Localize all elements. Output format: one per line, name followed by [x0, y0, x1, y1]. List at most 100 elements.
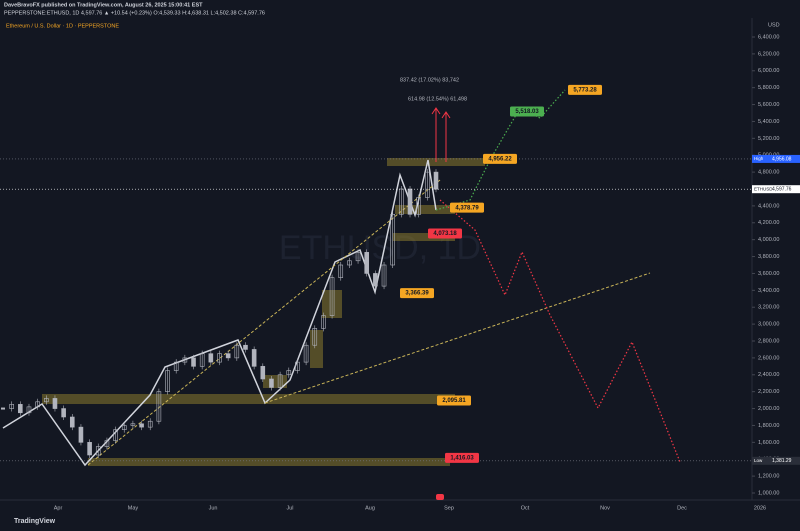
callout-label: 3,366.39 — [405, 291, 429, 297]
y-tick-label: 2,200.00 — [758, 389, 779, 395]
callout — [483, 153, 517, 164]
callout — [428, 228, 462, 239]
candle — [52, 398, 58, 409]
x-tick-label: Jun — [209, 505, 218, 511]
candle — [277, 374, 283, 388]
candle — [165, 370, 170, 392]
candle — [312, 328, 318, 346]
candle — [78, 426, 84, 443]
x-tick-label: Sep — [444, 505, 454, 511]
measure-arrows — [431, 107, 451, 162]
x-tick-label: Jul — [286, 505, 293, 511]
y-tick-label: 3,400.00 — [758, 288, 779, 294]
candle — [260, 366, 266, 380]
candle — [130, 423, 136, 426]
price-tag-value: 4,597.76 — [772, 187, 792, 193]
candle — [87, 442, 92, 456]
callout-label: 1,416.03 — [450, 455, 474, 461]
price-tag — [752, 154, 800, 163]
y-tick-label: 1,800.00 — [758, 423, 779, 429]
candle — [1, 407, 5, 410]
callout — [568, 84, 602, 95]
candle — [425, 171, 430, 198]
y-tick-label: 5,800.00 — [758, 85, 779, 91]
price-tag — [752, 456, 800, 465]
candle — [26, 406, 32, 414]
y-tick-label: 4,800.00 — [758, 170, 779, 176]
footer — [0, 512, 800, 531]
candle — [329, 277, 335, 316]
candle — [390, 214, 396, 266]
x-tick-label: May — [128, 505, 139, 511]
x-tick-label: Oct — [521, 505, 530, 511]
zone — [393, 233, 455, 241]
price-tag — [752, 185, 800, 194]
callout — [445, 452, 479, 463]
candle — [104, 440, 110, 447]
candle — [43, 398, 49, 403]
candle — [217, 353, 222, 363]
candle — [139, 423, 144, 428]
candle — [113, 429, 118, 441]
candle — [433, 171, 439, 190]
publisher: DaveBravoFX published on TradingView.com… — [4, 2, 203, 8]
callout-label: 4,956.22 — [488, 156, 512, 162]
measure-label: 837.42 (17.02%) 83,742 — [400, 77, 459, 83]
symbol-line: PEPPERSTONE:ETHUSD, 1D 4,597.76 ▲ +10.54… — [4, 10, 265, 16]
candle — [243, 344, 248, 350]
brand: TradingView — [14, 518, 56, 525]
candle — [191, 357, 196, 367]
zone — [88, 458, 450, 466]
y-tick-label: 6,400.00 — [758, 34, 779, 40]
y-tick-label: 2,600.00 — [758, 355, 779, 361]
callout-label: 5,773.28 — [573, 88, 597, 94]
candle — [156, 391, 162, 422]
callout-label: 4,073.18 — [433, 231, 457, 237]
candle — [173, 361, 179, 371]
callout — [450, 202, 484, 213]
y-tick-label: 6,200.00 — [758, 51, 779, 57]
y-tick-label: 2,000.00 — [758, 406, 779, 412]
currency: USD — [768, 22, 780, 28]
y-tick-label: 6,000.00 — [758, 68, 779, 74]
trend-line — [87, 179, 441, 466]
y-tick-label: 2,400.00 — [758, 372, 779, 378]
y-tick-label: 3,800.00 — [758, 254, 779, 260]
candle — [225, 353, 231, 359]
candle — [251, 349, 257, 367]
x-tick-label: Dec — [677, 505, 687, 511]
candle — [347, 260, 352, 266]
y-tick-label: 1,000.00 — [758, 490, 779, 496]
y-tick-label: 1,600.00 — [758, 440, 779, 446]
candle — [407, 188, 413, 215]
y-tick-label: 5,400.00 — [758, 119, 779, 125]
zone — [395, 205, 455, 214]
callout — [510, 106, 544, 117]
candle — [303, 344, 309, 363]
y-tick-label: 4,000.00 — [758, 237, 779, 243]
callout — [437, 395, 471, 406]
zones — [42, 158, 485, 466]
candle — [269, 378, 274, 388]
zone — [310, 330, 323, 368]
x-tick-label: Nov — [600, 505, 610, 511]
candle — [95, 446, 101, 456]
candle — [234, 344, 240, 359]
candle — [121, 425, 127, 430]
callout — [400, 288, 434, 299]
event-icon — [436, 494, 444, 500]
candle — [208, 353, 214, 363]
candle — [381, 264, 387, 287]
y-tick-label: 2,800.00 — [758, 338, 779, 344]
chart-title: Ethereum / U.S. Dollar · 1D · PEPPERSTON… — [6, 23, 119, 29]
y-tick-label: 3,600.00 — [758, 271, 779, 277]
candle — [199, 353, 205, 367]
candle — [18, 404, 23, 414]
measure-label: 614.98 (12.54%) 61,498 — [408, 96, 467, 102]
callout-label: 5,518.03 — [515, 109, 539, 115]
price-tag-value: 4,956.08 — [772, 156, 792, 162]
candle — [338, 264, 344, 278]
y-tick-label: 5,600.00 — [758, 102, 779, 108]
candle — [147, 420, 153, 428]
